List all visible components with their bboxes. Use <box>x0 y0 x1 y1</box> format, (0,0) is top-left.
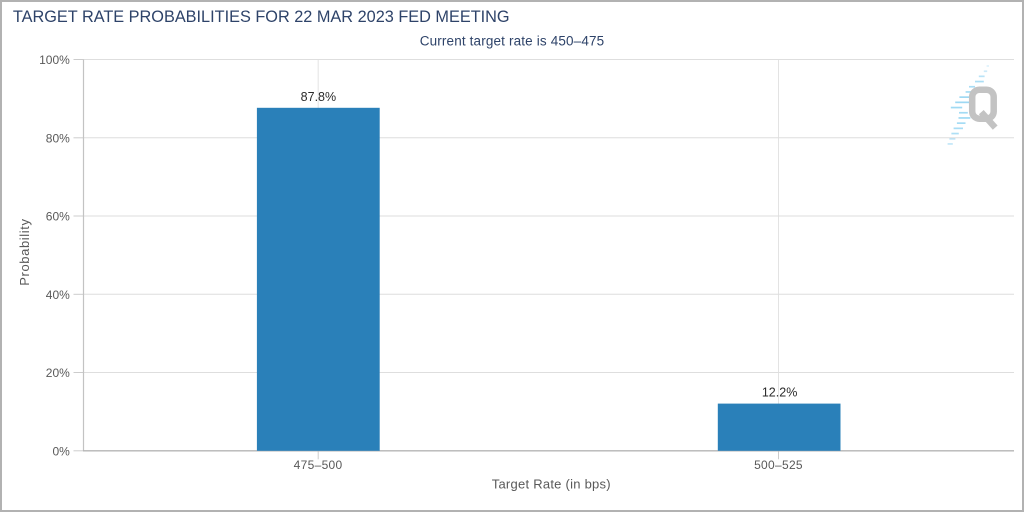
svg-text:20%: 20% <box>46 366 70 380</box>
svg-text:12.2%: 12.2% <box>762 386 797 400</box>
svg-text:100%: 100% <box>39 53 70 67</box>
svg-text:475–500: 475–500 <box>294 458 343 472</box>
svg-text:0%: 0% <box>52 445 70 459</box>
svg-text:80%: 80% <box>46 132 70 146</box>
svg-text:TARGET RATE PROBABILITIES FOR: TARGET RATE PROBABILITIES FOR 22 MAR 202… <box>13 8 510 26</box>
svg-text:500–525: 500–525 <box>754 458 803 472</box>
svg-text:Probability: Probability <box>17 218 32 285</box>
svg-text:40%: 40% <box>46 288 70 302</box>
svg-text:Target Rate (in bps): Target Rate (in bps) <box>492 477 611 492</box>
svg-text:Current target rate is 450–475: Current target rate is 450–475 <box>420 34 605 49</box>
svg-text:60%: 60% <box>46 210 70 224</box>
svg-text:87.8%: 87.8% <box>301 90 336 104</box>
